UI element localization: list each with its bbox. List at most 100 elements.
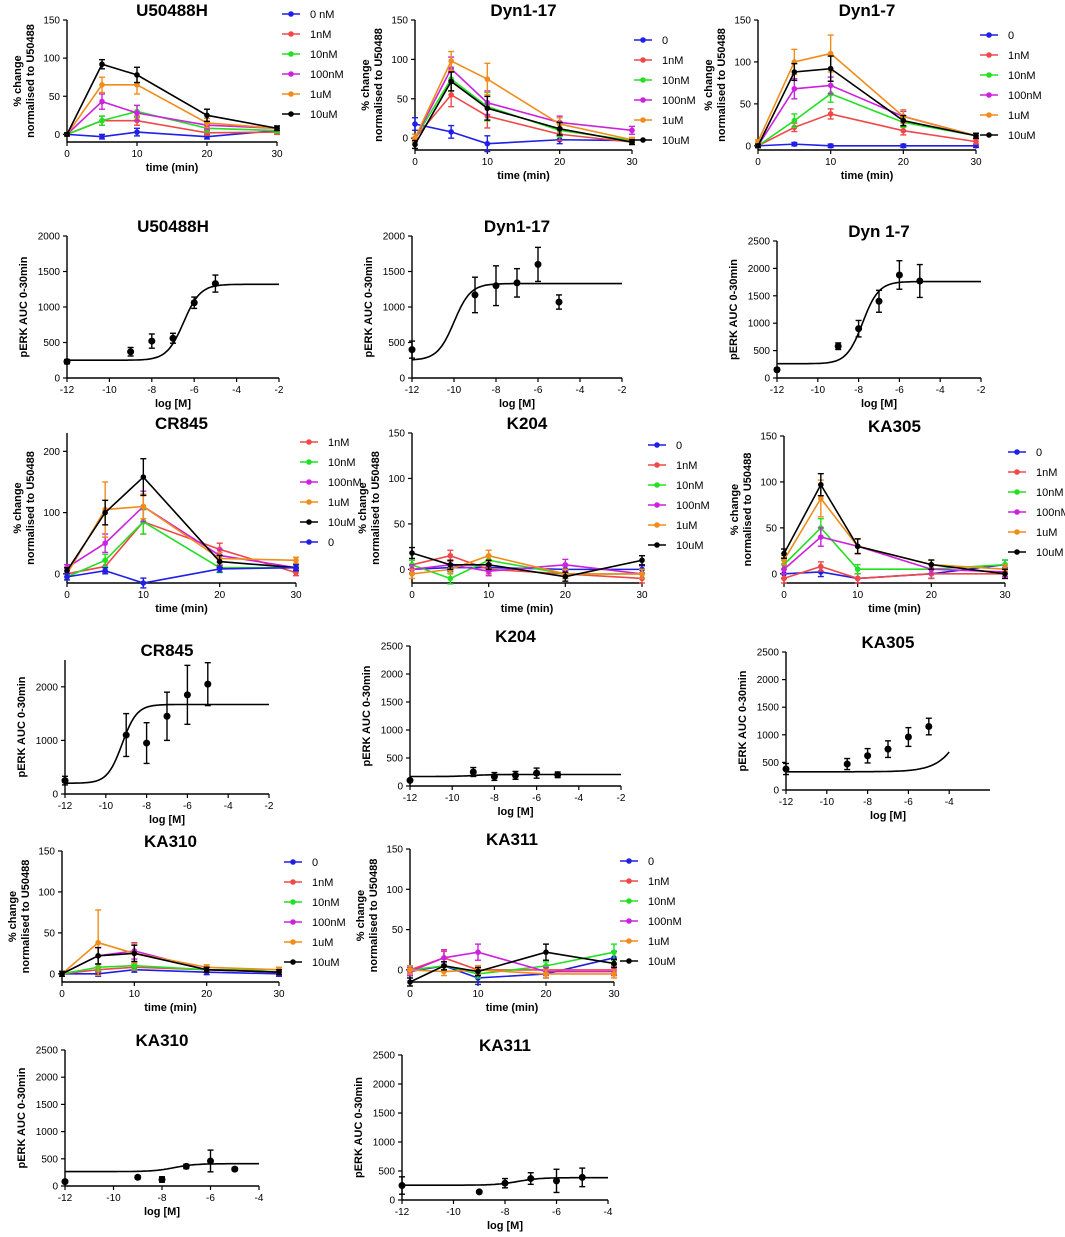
x-tick-label: -8: [158, 1193, 167, 1204]
x-tick-label: 10: [482, 157, 494, 168]
x-tick-label: -6: [532, 793, 541, 804]
legend-entry: 10nM: [1008, 70, 1036, 82]
x-tick-label: -12: [403, 793, 418, 804]
data-point: [492, 282, 500, 290]
series-100nM: [412, 56, 635, 143]
x-tick-label: -2: [618, 385, 627, 396]
data-point: [512, 771, 519, 779]
data-point: [61, 777, 69, 785]
x-tick-label: 10: [138, 590, 150, 601]
data-point: [134, 1173, 142, 1181]
x-tick-label: -4: [232, 385, 241, 396]
chart-cr845-dr: 0 1000 2000 -12 -10 -8 -6 -4 -2 CR845 log [M] pERK …: [16, 641, 274, 826]
data-point: [293, 557, 299, 564]
legend-entry: 10uM: [662, 135, 690, 147]
chart-k204-dr: 0 500 1000 1500 2000 2500 -12 -10 -8 -6 -4 -2 K204 lo…: [361, 627, 626, 818]
data-point: [490, 772, 498, 780]
y-tick-label: 500: [43, 338, 60, 349]
legend-entry: 100nM: [312, 917, 346, 929]
data-point: [448, 92, 454, 98]
legend-entry: 10nM: [328, 457, 356, 469]
legend-swatch-marker: [290, 939, 296, 945]
legend-entry: 1uM: [648, 936, 669, 948]
y-tick-label: 500: [762, 758, 779, 769]
data-point: [64, 567, 70, 574]
data-point: [276, 969, 282, 975]
series-10uM: [409, 546, 645, 582]
y-tick-label: 100: [386, 885, 403, 896]
x-tick-label: 10: [483, 590, 495, 601]
legend-entry: 1uM: [312, 937, 333, 949]
data-point: [513, 279, 521, 287]
x-tick-label: 30: [608, 989, 620, 1000]
x-axis-label: time (min): [497, 170, 550, 182]
data-point: [554, 771, 562, 779]
y-tick-label: 0: [54, 374, 60, 385]
fit-curve: [786, 751, 950, 773]
chart-u50-dr: 0 500 1000 1500 2000 -12 -10 -8 -6 -4 -2 U50488H log…: [18, 217, 284, 410]
y-tick-label: 500: [388, 338, 405, 349]
data-point: [127, 348, 135, 356]
data-point: [134, 82, 140, 88]
y-axis-label: pERK AUC 0-30min: [16, 676, 28, 777]
y-tick-label: 50: [397, 94, 409, 105]
data-point: [791, 85, 798, 92]
legend: 0 1nM 10nM 100nM 1uM 10uM: [620, 856, 682, 968]
legend-entry: 1nM: [676, 460, 697, 472]
x-tick-label: -2: [977, 385, 986, 396]
legend-entry: 1nM: [312, 877, 333, 889]
legend-swatch-marker: [626, 858, 632, 864]
y-tick-label: 2500: [757, 648, 780, 659]
x-axis-label: log [M]: [144, 1206, 180, 1218]
data-point: [158, 1175, 166, 1183]
data-point: [611, 971, 617, 977]
x-tick-label: 10: [852, 590, 864, 601]
series-10uM: [755, 55, 979, 149]
legend-swatch-marker: [288, 91, 294, 97]
data-point: [827, 82, 834, 89]
legend-swatch-marker: [986, 132, 992, 138]
data-point: [781, 566, 787, 573]
y-axis-label: % change: [12, 55, 24, 106]
series-1uM: [412, 50, 635, 143]
series-line: [66, 505, 297, 575]
legend-swatch-marker: [306, 439, 312, 445]
data-point: [900, 117, 907, 124]
data-point: [485, 552, 492, 559]
y-tick-label: 0: [764, 374, 770, 385]
series-line: [783, 497, 1006, 571]
x-tick-label: -12: [58, 801, 73, 812]
x-tick-label: 0: [781, 590, 787, 601]
fit-curve: [65, 1162, 259, 1173]
data-point: [485, 562, 492, 568]
chart-dyn117-dr: 0 500 1000 1500 2000 -12 -10 -8 -6 -4 -2 Dyn1-17 log…: [363, 217, 627, 410]
legend-entry: 1uM: [1036, 527, 1057, 539]
legend-entry: 0: [662, 35, 668, 47]
y-tick-label: 200: [43, 447, 60, 458]
y-tick-label: 1000: [381, 726, 404, 737]
y-tick-label: 150: [386, 845, 403, 856]
data-point: [611, 960, 617, 967]
data-point: [203, 966, 210, 973]
series-10uM: [64, 458, 299, 575]
chart-title: KA305: [868, 417, 921, 436]
data-point: [204, 112, 210, 119]
legend-entry: 10nM: [662, 75, 690, 87]
data-point: [134, 110, 140, 116]
legend-swatch-marker: [1014, 549, 1020, 555]
x-tick-label: -8: [854, 385, 863, 396]
legend-entry: 1nM: [1036, 467, 1057, 479]
x-tick-label: -12: [60, 385, 75, 396]
x-tick-label: -8: [142, 801, 151, 812]
legend-swatch-marker: [654, 502, 660, 508]
y-tick-label: 100: [388, 474, 405, 485]
y-tick-label: 150: [43, 16, 60, 27]
x-axis-label: log [M]: [149, 814, 185, 826]
data-point: [875, 297, 883, 305]
y-axis-label: pERK AUC 0-30min: [728, 259, 740, 360]
x-tick-label: -4: [576, 385, 585, 396]
series-line: [414, 67, 633, 139]
y-tick-label: 1000: [373, 1138, 396, 1149]
data-point: [854, 575, 861, 582]
data-point: [629, 127, 635, 134]
